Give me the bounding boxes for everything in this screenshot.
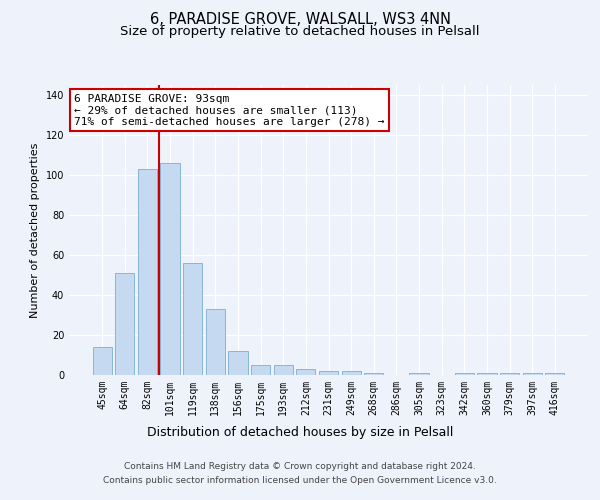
Bar — [229, 351, 248, 375]
Bar — [477, 373, 497, 375]
Text: Contains public sector information licensed under the Open Government Licence v3: Contains public sector information licen… — [103, 476, 497, 485]
Bar — [341, 371, 361, 375]
Text: 6 PARADISE GROVE: 93sqm
← 29% of detached houses are smaller (113)
71% of semi-d: 6 PARADISE GROVE: 93sqm ← 29% of detache… — [74, 94, 385, 127]
Bar — [296, 369, 316, 375]
Bar — [206, 309, 225, 375]
Bar — [319, 371, 338, 375]
Bar — [160, 163, 180, 375]
Bar — [138, 169, 157, 375]
Bar — [455, 373, 474, 375]
Bar — [92, 347, 112, 375]
Bar — [523, 373, 542, 375]
Text: Size of property relative to detached houses in Pelsall: Size of property relative to detached ho… — [120, 25, 480, 38]
Bar — [364, 373, 383, 375]
Bar — [274, 365, 293, 375]
Text: Distribution of detached houses by size in Pelsall: Distribution of detached houses by size … — [147, 426, 453, 439]
Bar — [409, 373, 428, 375]
Text: 6, PARADISE GROVE, WALSALL, WS3 4NN: 6, PARADISE GROVE, WALSALL, WS3 4NN — [149, 12, 451, 28]
Bar — [500, 373, 519, 375]
Bar — [251, 365, 270, 375]
Bar — [545, 373, 565, 375]
Bar — [183, 263, 202, 375]
Bar — [115, 273, 134, 375]
Text: Contains HM Land Registry data © Crown copyright and database right 2024.: Contains HM Land Registry data © Crown c… — [124, 462, 476, 471]
Y-axis label: Number of detached properties: Number of detached properties — [30, 142, 40, 318]
